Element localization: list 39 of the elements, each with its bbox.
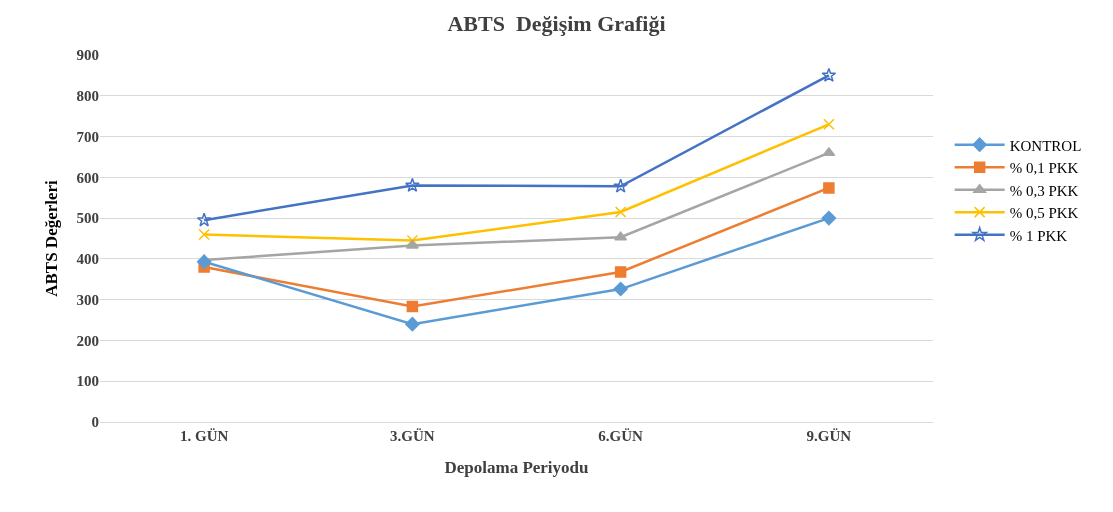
x-tick-label: 6.GÜN [598,428,644,444]
point [823,182,835,194]
point [613,178,629,193]
legend-label: % 1 PKK [1009,227,1068,244]
point [196,212,212,227]
y-tick-label: 900 [76,47,99,64]
y-tick-label: 700 [76,128,99,145]
x-tick-label: 1. GÜN [179,428,229,444]
point [198,228,210,241]
x-tick-label: 3.GÜN [390,428,435,444]
y-tick-label: 800 [76,88,99,105]
point [404,177,420,192]
point [196,254,212,269]
x-tick-label: 9.GÜN [806,428,852,444]
point [821,210,837,226]
y-axis-title: ABTS Değerleri [42,179,62,297]
point [821,67,837,82]
point [614,206,627,218]
legend-label: % 0,1 PKK [1009,160,1079,176]
point [823,118,835,131]
y-tick-label: 200 [76,332,99,349]
point [405,239,419,249]
x-axis-title: Depolama Periyodu [444,458,589,478]
y-tick-label: 400 [76,251,99,268]
y-tick-label: 0 [91,414,99,431]
y-tick-label: 100 [76,373,99,390]
point [614,266,627,278]
legend-label: KONTROL [1009,137,1082,154]
point [614,231,628,241]
legend-label: % 0,3 PKK [1009,182,1079,199]
chart-title: ABTS Değişim Grafiği [447,10,666,36]
point [406,300,419,313]
y-tick-label: 600 [76,169,99,186]
point [405,316,420,332]
legend-label: % 0,5 PKK [1009,205,1079,221]
y-tick-label: 300 [76,291,99,308]
y-tick-label: 500 [76,210,99,227]
point [613,281,628,297]
point [822,147,836,157]
